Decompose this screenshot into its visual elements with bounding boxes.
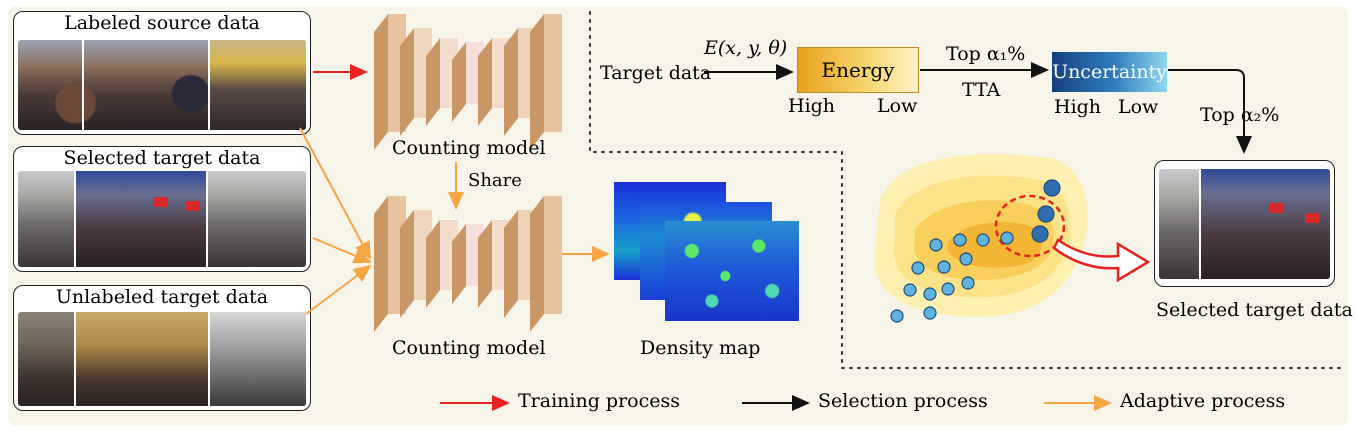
cnn-layer-side	[452, 42, 466, 122]
cnn-layer-side	[426, 220, 440, 308]
legend-training-label: Training process	[518, 390, 680, 412]
selection-arrow	[1052, 238, 1151, 283]
counting-model-top	[374, 14, 562, 150]
unlabeled-target-label: Unlabeled target data	[55, 286, 269, 308]
selected-target-right-label: Selected target data	[1156, 299, 1353, 321]
cnn-layer-side	[478, 38, 492, 126]
crowd-photo-source	[18, 40, 306, 130]
cnn-layer-side	[504, 210, 518, 318]
counting-model-top-label: Counting model	[392, 137, 546, 159]
sample-point	[923, 306, 937, 320]
sample-point	[1043, 179, 1061, 197]
sample-point	[929, 238, 943, 252]
legend-adaptive-label: Adaptive process	[1120, 390, 1286, 412]
cnn-layer-side	[504, 28, 518, 136]
cnn-layer-side	[400, 28, 414, 136]
target-data-label: Target data	[600, 62, 712, 84]
uncertainty-box: Uncertainty	[1052, 52, 1167, 92]
cnn-layer-side	[374, 196, 388, 332]
selection-circle	[994, 194, 1066, 258]
cnn-layer-side	[452, 224, 466, 304]
energy-high-label: High	[788, 95, 836, 117]
sample-point	[1031, 225, 1049, 243]
top-alpha1-label: Top α₁%	[946, 43, 1026, 65]
sample-point	[941, 282, 955, 296]
selected-target-right-box	[1154, 160, 1335, 287]
cnn-layer-side	[530, 14, 544, 150]
unlabeled-target-box: Unlabeled target data	[13, 285, 311, 411]
cnn-layer	[544, 196, 562, 314]
unc-low-label: Low	[1118, 96, 1159, 118]
selected-target-box: Selected target data	[13, 146, 311, 272]
energy-low-label: Low	[877, 95, 918, 117]
energy-label: Energy	[821, 58, 895, 82]
sample-point	[890, 309, 904, 323]
labeled-source-box: Labeled source data	[13, 11, 311, 135]
sample-points	[890, 179, 1061, 323]
adaptive-arrow-unlabeled	[305, 264, 372, 315]
unc-high-label: High	[1054, 96, 1102, 118]
sample-point	[1037, 205, 1055, 223]
sample-point	[937, 260, 951, 274]
top-alpha2-label: Top α₂%	[1200, 104, 1280, 126]
cnn-layer	[544, 14, 562, 132]
legend-selection-label: Selection process	[818, 390, 988, 412]
energy-box: Energy	[797, 47, 919, 93]
sample-point	[903, 283, 917, 297]
cnn-layer-side	[400, 210, 414, 318]
crowd-photo-selected	[18, 171, 306, 267]
sample-point	[953, 233, 967, 247]
adaptive-arrow-source	[299, 127, 371, 260]
sample-point	[976, 233, 990, 247]
sample-point	[911, 261, 925, 275]
cnn-layer-side	[374, 14, 388, 150]
density-heatmap-front	[665, 221, 799, 321]
crowd-photo-selected-right	[1159, 169, 1330, 279]
sample-point	[959, 252, 973, 266]
adaptive-arrow-selected	[312, 237, 372, 264]
sample-point	[923, 287, 937, 301]
counting-model-bottom	[374, 196, 562, 332]
uncertainty-label: Uncertainty	[1052, 61, 1167, 83]
energy-function-label: E(x, y, θ)	[704, 37, 788, 59]
counting-model-bottom-label: Counting model	[392, 337, 546, 359]
tta-label: TTA	[962, 79, 1001, 101]
cnn-layer-side	[426, 38, 440, 126]
selected-target-label: Selected target data	[63, 147, 261, 169]
cnn-layer-side	[478, 220, 492, 308]
density-map-label: Density map	[640, 337, 761, 359]
share-label: Share	[468, 170, 522, 191]
cnn-layer-side	[530, 196, 544, 332]
sample-point	[961, 276, 975, 290]
labeled-source-label: Labeled source data	[64, 12, 260, 34]
crowd-photo-unlabeled	[18, 312, 306, 406]
selection-arrow-output	[1168, 69, 1252, 154]
sample-point	[1000, 231, 1014, 245]
